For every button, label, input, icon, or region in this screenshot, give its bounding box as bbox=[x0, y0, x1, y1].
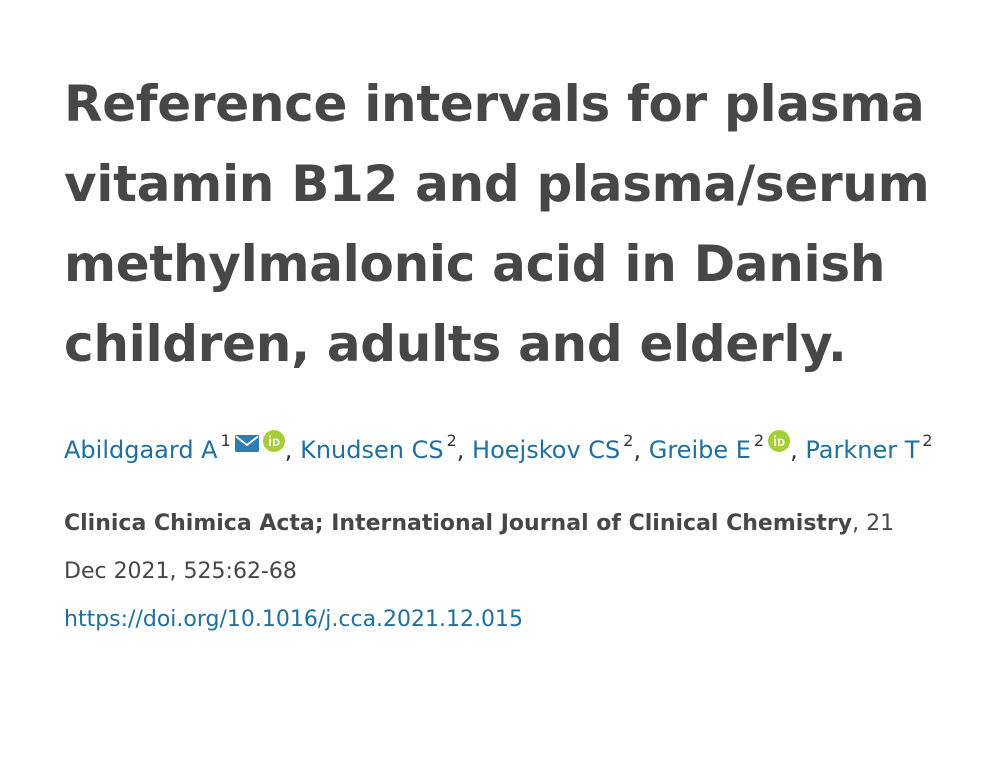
author-separator: , bbox=[456, 436, 465, 464]
affiliation-number: 2 bbox=[753, 431, 765, 450]
author-separator: , bbox=[284, 436, 293, 464]
author-link-hoejskov[interactable]: Hoejskov CS bbox=[472, 436, 621, 464]
author-link-greibe[interactable]: Greibe E bbox=[648, 436, 751, 464]
doi-link[interactable]: https://doi.org/10.1016/j.cca.2021.12.01… bbox=[64, 607, 524, 632]
author-link-parkner[interactable]: Parkner T bbox=[805, 436, 920, 464]
author-entry: Hoejskov CS 2 bbox=[472, 431, 633, 464]
article-title: Reference intervals for plasma vitamin B… bbox=[64, 75, 930, 373]
author-link-knudsen[interactable]: Knudsen CS bbox=[300, 436, 444, 464]
affiliation-number: 2 bbox=[446, 431, 457, 450]
orcid-icon[interactable] bbox=[262, 420, 285, 452]
affiliation-number: 2 bbox=[922, 431, 933, 450]
affiliation-number: 1 bbox=[220, 431, 231, 450]
author-separator: , bbox=[633, 436, 642, 464]
citation: Clinica Chimica Acta; International Jour… bbox=[64, 500, 934, 644]
author-separator: , bbox=[790, 436, 798, 464]
envelope-icon[interactable] bbox=[234, 420, 259, 452]
author-link-abildgaard[interactable]: Abildgaard A bbox=[64, 436, 218, 464]
author-entry: Knudsen CS 2 bbox=[300, 431, 457, 464]
affiliation-number: 2 bbox=[623, 431, 634, 450]
article-header: Reference intervals for plasma vitamin B… bbox=[64, 64, 934, 644]
journal-name: Clinica Chimica Acta; International Jour… bbox=[64, 511, 853, 536]
publication-details: , 21 Dec 2021, 525:62-68 bbox=[64, 511, 895, 584]
orcid-icon[interactable] bbox=[768, 420, 791, 452]
